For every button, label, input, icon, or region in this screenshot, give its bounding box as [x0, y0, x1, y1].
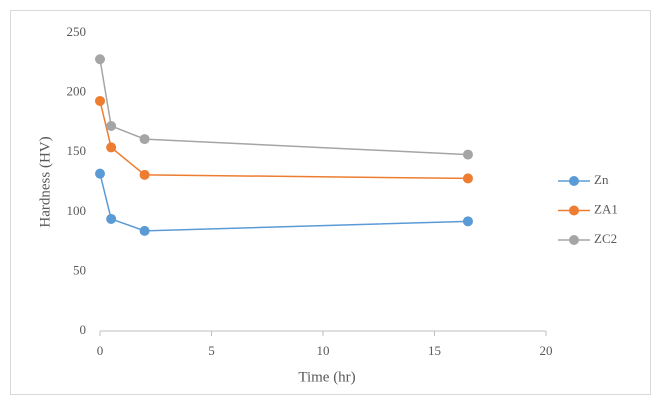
legend-label: ZC2 — [594, 231, 617, 246]
y-tick-label: 50 — [73, 262, 86, 277]
series-line — [99, 100, 468, 180]
x-tick-label: 20 — [540, 343, 553, 358]
x-tick-label: 15 — [428, 343, 441, 358]
data-point — [95, 54, 105, 65]
data-point — [95, 95, 105, 106]
data-point — [106, 120, 117, 131]
x-axis-title: Time (hr) — [298, 369, 355, 385]
data-point — [462, 216, 473, 227]
legend-marker — [569, 205, 579, 216]
y-tick-label: 200 — [67, 84, 87, 99]
legend-marker — [569, 176, 579, 186]
data-point — [106, 213, 117, 224]
legend-label: ZA1 — [594, 201, 618, 216]
legend-marker — [569, 235, 579, 245]
y-tick-label: 250 — [67, 24, 87, 39]
y-tick-label: 0 — [80, 322, 87, 337]
data-point — [462, 173, 473, 184]
y-tick-label: 150 — [67, 143, 87, 158]
x-tick-label: 5 — [208, 343, 215, 358]
data-point — [106, 142, 117, 153]
x-tick-label: 0 — [97, 343, 104, 358]
data-point — [139, 134, 150, 145]
series-line — [99, 173, 468, 232]
series-line — [99, 59, 468, 156]
data-point — [139, 225, 150, 236]
y-tick-label: 100 — [67, 203, 87, 218]
y-axis-title: Hardness (HV) — [37, 136, 53, 227]
data-point — [462, 149, 473, 160]
legend-label: Zn — [594, 172, 609, 187]
x-tick-label: 10 — [317, 343, 330, 358]
data-point — [139, 169, 150, 180]
data-point — [95, 168, 105, 179]
